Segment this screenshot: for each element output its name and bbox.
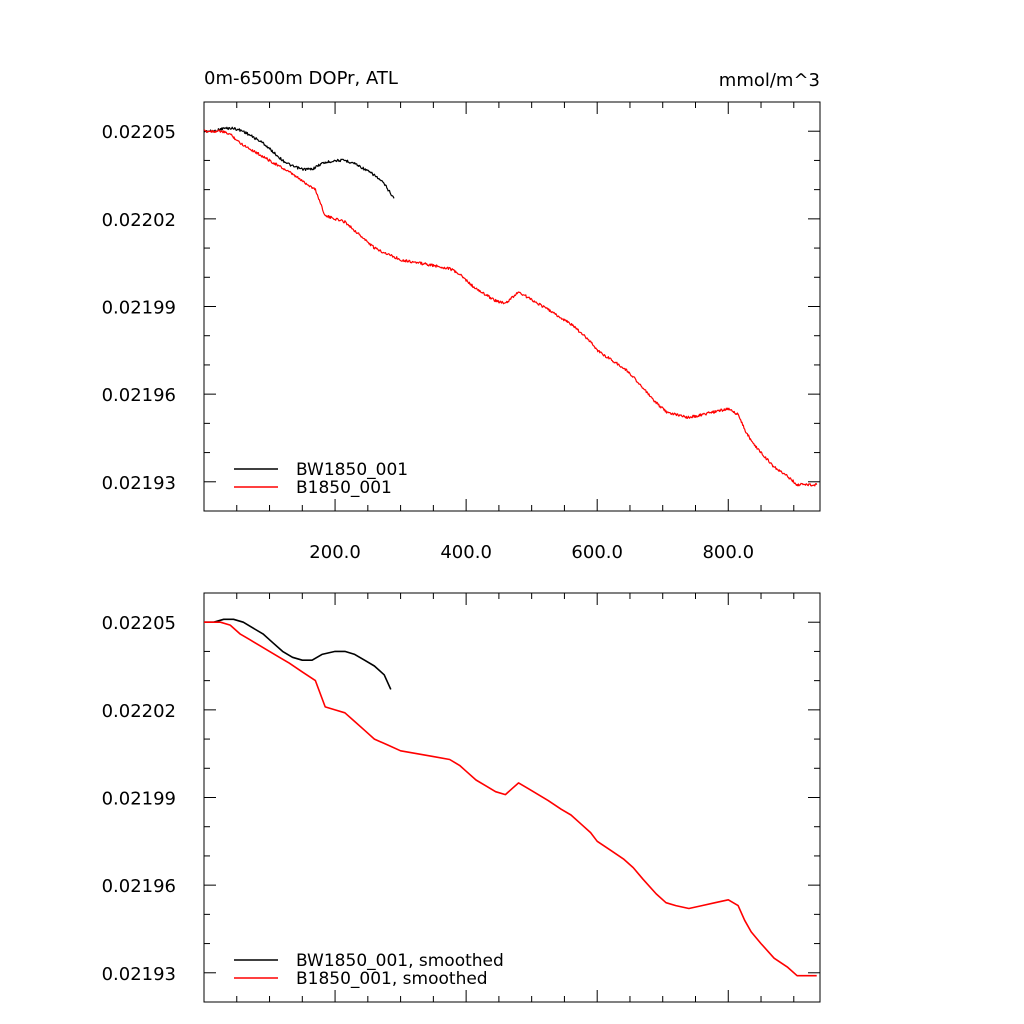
y-tick-label: 0.02193: [102, 964, 176, 985]
tick-marks: [204, 592, 820, 1003]
series-line-b1850: [204, 621, 817, 977]
bottom-panel: 0.02193 0.02196 0.02199 0.02202 0.02205 BW18…: [102, 592, 821, 1003]
x-tick-label: 600.0: [571, 542, 623, 563]
y-tick-labels: 0.02193 0.02196 0.02199 0.02202 0.02205: [102, 122, 176, 494]
legend-label: B1850_001, smoothed: [296, 969, 488, 989]
x-tick-label: 800.0: [702, 542, 754, 563]
legend-label: BW1850_001, smoothed: [296, 951, 504, 971]
y-tick-label: 0.02205: [102, 122, 176, 143]
top-panel: 0m-6500m DOPr, ATL mmol/m^3 0.021930.021…: [102, 68, 821, 563]
chart-title: 0m-6500m DOPr, ATL: [204, 68, 398, 89]
series-line-b1850: [203, 129, 818, 487]
y-tick-label: 0.02202: [102, 701, 176, 722]
series-line-bw1850: [204, 618, 392, 690]
series-lines: [204, 618, 817, 977]
legend-label: B1850_001: [296, 478, 392, 498]
tick-marks: [204, 101, 820, 512]
y-tick-label: 0.02205: [102, 613, 176, 634]
y-tick-label: 0.02199: [102, 298, 176, 319]
y-tick-label: 0.02199: [102, 789, 176, 810]
x-tick-labels: 200.0 400.0 600.0 800.0: [309, 542, 754, 563]
x-tick-label: 200.0: [309, 542, 361, 563]
x-tick-label: 400.0: [440, 542, 492, 563]
series-lines: [203, 126, 818, 487]
units-label: mmol/m^3: [719, 70, 820, 91]
legend-label: BW1850_001: [296, 460, 408, 480]
y-tick-label: 0.02196: [102, 385, 176, 406]
y-tick-label: 0.02193: [102, 473, 176, 494]
y-tick-label: 0.02196: [102, 876, 176, 897]
series-line-bw1850: [203, 126, 395, 199]
y-tick-labels: 0.02193 0.02196 0.02199 0.02202 0.02205: [102, 613, 176, 985]
y-tick-label: 0.02202: [102, 210, 176, 231]
